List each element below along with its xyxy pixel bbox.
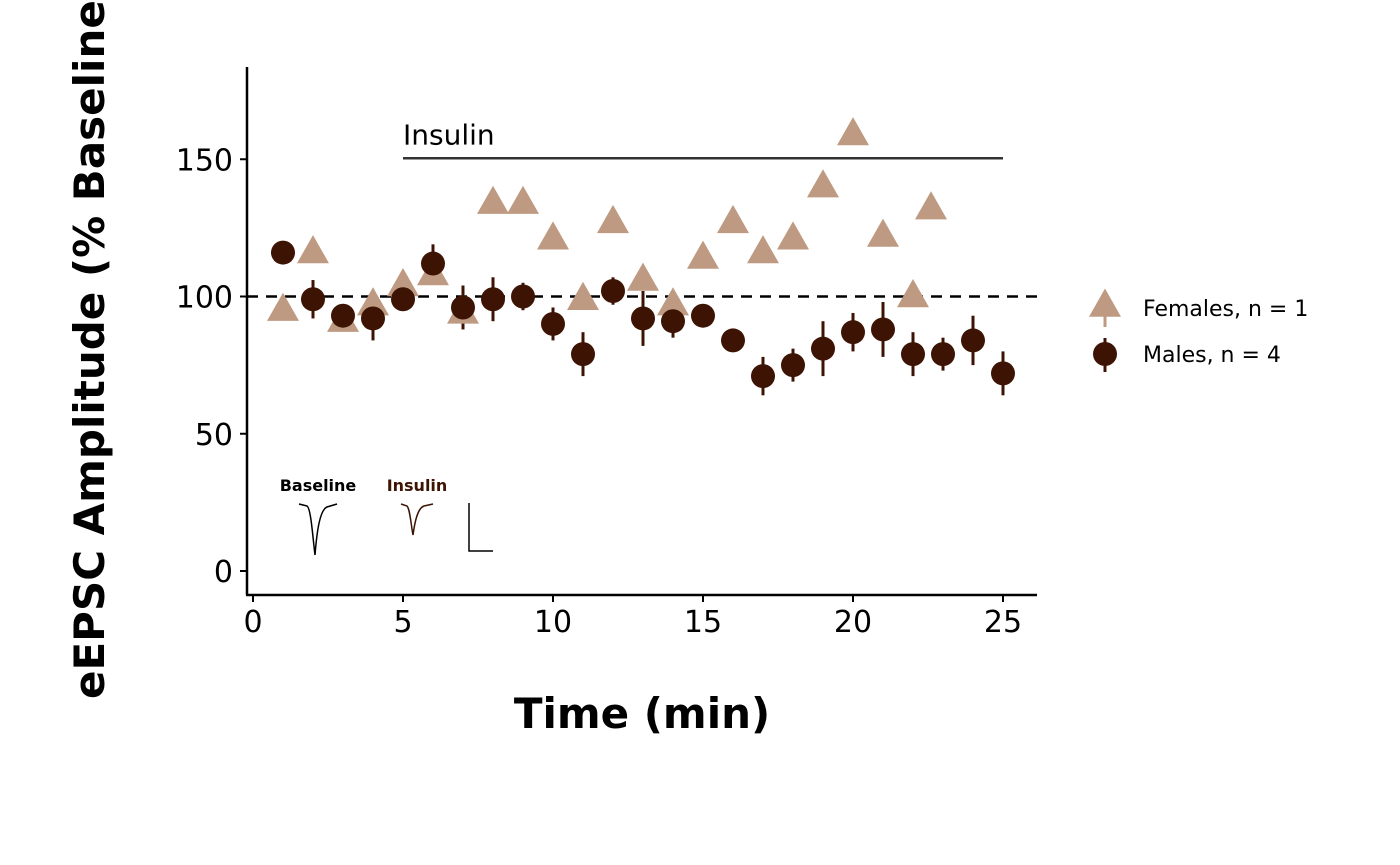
legend-male-symbol [1093, 342, 1117, 366]
female-point [507, 185, 539, 214]
legend-female-symbol [1089, 288, 1121, 317]
male-point [541, 311, 565, 336]
x-tick-label: 15 [684, 605, 722, 640]
female-point [777, 221, 809, 250]
female-point [357, 287, 389, 316]
female-point [915, 191, 947, 220]
x-tick-label: 0 [243, 605, 262, 640]
female-point [807, 169, 839, 198]
inset-baseline-label: Baseline [280, 476, 357, 495]
x-tick-label: 25 [984, 605, 1022, 640]
female-point [477, 185, 509, 214]
insulin-label: Insulin [403, 118, 495, 151]
male-point [571, 342, 595, 367]
female-point [567, 281, 599, 310]
male-point [391, 287, 415, 312]
x-tick-label: 5 [393, 605, 412, 640]
male-point [271, 240, 295, 265]
male-point [601, 279, 625, 304]
male-point [721, 328, 745, 353]
x-axis-title: Time (min) [514, 689, 770, 738]
female-point [687, 240, 719, 269]
male-point [901, 342, 925, 367]
female-point [837, 117, 869, 146]
male-point [871, 317, 895, 342]
male-point [991, 361, 1015, 386]
y-tick-label: 50 [195, 418, 233, 453]
x-tick-label: 20 [834, 605, 872, 640]
baseline-trace [298, 503, 338, 556]
male-point [331, 303, 355, 328]
male-point [511, 284, 535, 309]
male-point [361, 306, 385, 331]
female-point [867, 218, 899, 247]
y-tick-label: 100 [176, 281, 233, 316]
males-series [271, 240, 1015, 389]
female-point [387, 268, 419, 297]
example-traces-inset: Baseline Insulin [280, 476, 493, 556]
female-point [297, 235, 329, 264]
legend: Females, n = 1 Males, n = 4 [1089, 288, 1308, 372]
treatment-annotation: Insulin [403, 118, 1003, 160]
male-point [631, 306, 655, 331]
y-axis-title: eEPSC Amplitude (% Baseline) [65, 0, 114, 699]
male-point [451, 295, 475, 320]
female-point [897, 279, 929, 308]
male-point [781, 353, 805, 378]
male-point [301, 287, 325, 312]
legend-male-label: Males, n = 4 [1143, 343, 1281, 368]
female-point [717, 204, 749, 234]
y-tick-label: 150 [176, 143, 233, 178]
male-point [931, 342, 955, 367]
female-point [597, 204, 629, 234]
male-point [841, 320, 865, 345]
male-point [691, 303, 715, 328]
insulin-trace [400, 503, 434, 536]
male-point [661, 309, 685, 334]
female-point [627, 262, 659, 291]
error-bars [311, 244, 1005, 396]
male-point [751, 364, 775, 389]
male-point [421, 251, 445, 276]
x-tick-label: 10 [534, 605, 572, 640]
male-point [811, 336, 835, 361]
legend-female-label: Females, n = 1 [1143, 297, 1308, 322]
axes: 0 5 10 15 20 25 0 50 100 150 [176, 67, 1037, 640]
y-tick-label: 0 [214, 555, 233, 590]
inset-insulin-label: Insulin [387, 476, 448, 495]
male-point [481, 287, 505, 312]
female-point [747, 235, 779, 264]
male-point [961, 328, 985, 353]
scale-bar [468, 503, 493, 552]
female-point [657, 287, 689, 316]
female-point [537, 221, 569, 250]
female-point [267, 292, 299, 321]
